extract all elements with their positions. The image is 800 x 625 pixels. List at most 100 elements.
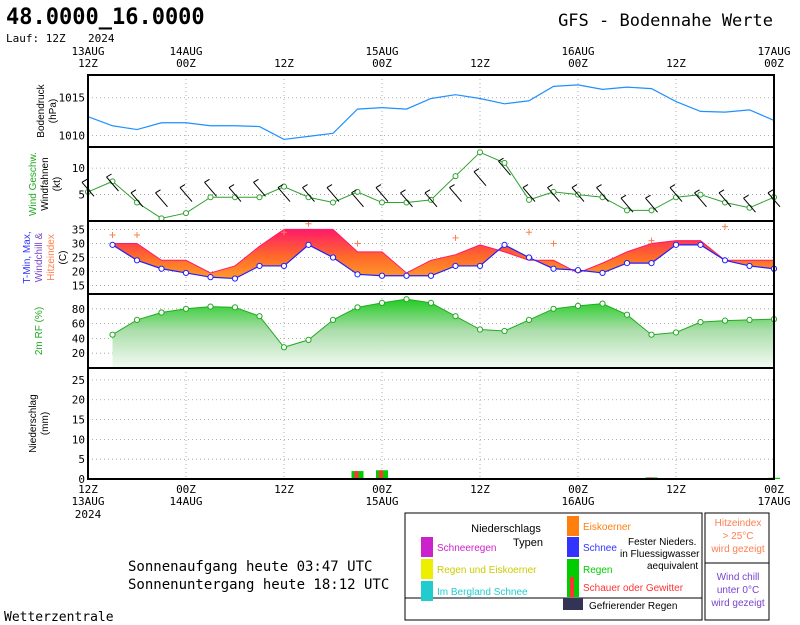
bottom-hour-label: 12Z xyxy=(78,483,98,496)
wind-barb xyxy=(302,187,315,202)
bottom-date-label: 16AUG xyxy=(561,495,594,508)
bottom-date-label: 13AUG xyxy=(71,495,104,508)
legend-swatch xyxy=(567,559,579,579)
heat-index-mark xyxy=(281,229,287,236)
panel-2: 5 10 Wind Geschw. Windfahnen (kt) xyxy=(28,147,775,221)
wind-barb-flag xyxy=(204,178,210,183)
top-hour-label: 12Z xyxy=(78,57,98,70)
y-tick-label: 30 xyxy=(72,237,85,250)
wind-barb xyxy=(498,160,511,176)
tmin-point xyxy=(672,241,680,248)
legend-swatch xyxy=(567,516,579,536)
wind-barb xyxy=(571,187,585,202)
chart-title: GFS - Bodennahe Werte xyxy=(558,11,773,31)
sunset-text: Sonnenuntergang heute 18:12 UTC xyxy=(128,577,389,593)
rf-point xyxy=(672,329,680,336)
tmin-point xyxy=(550,265,557,272)
panel-5: 0 5 10 15 20 25 Niederschlag (mm) xyxy=(28,368,775,486)
wind-barb-flag xyxy=(400,189,406,194)
legend-hitze-2: > 25°C xyxy=(723,531,754,542)
rf-point xyxy=(476,326,484,333)
tmin-point xyxy=(207,274,214,281)
wind-barb-flag xyxy=(571,184,578,189)
tmin-point xyxy=(305,241,312,248)
wind-point xyxy=(501,159,508,166)
tmin-point xyxy=(623,260,631,267)
heat-index-mark xyxy=(354,240,361,247)
tmin-point xyxy=(231,275,239,282)
y-axis-label: Windfahnen xyxy=(40,157,51,210)
y-tick-label: 10 xyxy=(72,162,85,175)
y-tick-label: 15 xyxy=(72,414,85,427)
legend-label: Schneeregen xyxy=(437,543,497,554)
top-hour-label: 00Z xyxy=(568,57,588,70)
rf-point xyxy=(452,313,459,320)
wind-barb-flag xyxy=(326,184,333,189)
y-axis-label: Niederschlag xyxy=(28,394,39,452)
legend-label: Schauer oder Gewitter xyxy=(583,583,684,594)
rf-point xyxy=(109,331,116,338)
y-axis-label: (C) xyxy=(58,251,69,265)
wind-barb xyxy=(228,187,242,202)
wind-point xyxy=(256,194,263,201)
wind-point xyxy=(330,199,336,206)
wind-barb xyxy=(718,192,732,208)
rf-point xyxy=(403,296,410,303)
rf-point xyxy=(623,311,631,318)
wind-barb xyxy=(106,176,119,192)
pressure-series xyxy=(87,84,775,141)
tmin-point xyxy=(476,262,484,270)
rf-line xyxy=(112,298,775,348)
y-axis-label: T-Min, Max, xyxy=(22,231,33,283)
wind-barb-flag xyxy=(277,184,284,189)
legend-swatch xyxy=(567,537,579,557)
wind-barb xyxy=(522,187,536,202)
y-axis-label: (mm) xyxy=(40,412,51,435)
wind-barb-flag xyxy=(645,194,651,199)
wind-barb xyxy=(596,187,609,202)
rf-point xyxy=(182,305,190,312)
wind-point xyxy=(207,194,214,201)
rf-point xyxy=(133,316,141,323)
wind-barb-flag xyxy=(669,184,676,189)
wind-point xyxy=(477,149,483,156)
legend-swatch xyxy=(421,581,433,601)
wind-barb-flag xyxy=(424,189,431,194)
wind-point xyxy=(354,188,361,195)
panel-frame xyxy=(87,367,775,480)
rf-point xyxy=(280,344,288,351)
wind-barb xyxy=(155,192,168,208)
y-axis-label: Windchill & xyxy=(34,232,45,282)
wind-barb xyxy=(547,187,560,202)
y-tick-label: 20 xyxy=(72,266,85,279)
bottom-hour-label: 00Z xyxy=(764,483,784,496)
wind-point xyxy=(183,210,189,217)
tmin-point xyxy=(280,262,288,270)
rf-point xyxy=(207,303,214,310)
tmin-line xyxy=(112,244,775,280)
bottom-hour-label: 12Z xyxy=(274,483,294,496)
rf-point xyxy=(599,300,606,307)
y-tick-label: 20 xyxy=(72,347,85,360)
heat-index-mark xyxy=(109,232,116,239)
legend-label: Schnee xyxy=(583,543,617,554)
y-axis-label: Hitzeindex xyxy=(46,234,57,281)
y-tick-label: 20 xyxy=(72,394,85,407)
wind-point xyxy=(452,173,459,180)
y-tick-label: 35 xyxy=(72,223,85,236)
wind-barb xyxy=(326,187,340,202)
precip-type-legend: Niederschlags Typen Schneeregen Regen und… xyxy=(404,512,770,621)
top-date-label: 14AUG xyxy=(169,45,202,58)
wind-point xyxy=(624,207,630,214)
wind-point xyxy=(526,196,532,203)
wind-barb xyxy=(620,197,634,213)
rf-point xyxy=(721,317,729,324)
wind-barb-flag xyxy=(253,178,259,183)
wind-barb xyxy=(400,192,413,208)
rf-point xyxy=(697,319,704,326)
wind-point xyxy=(379,199,385,206)
